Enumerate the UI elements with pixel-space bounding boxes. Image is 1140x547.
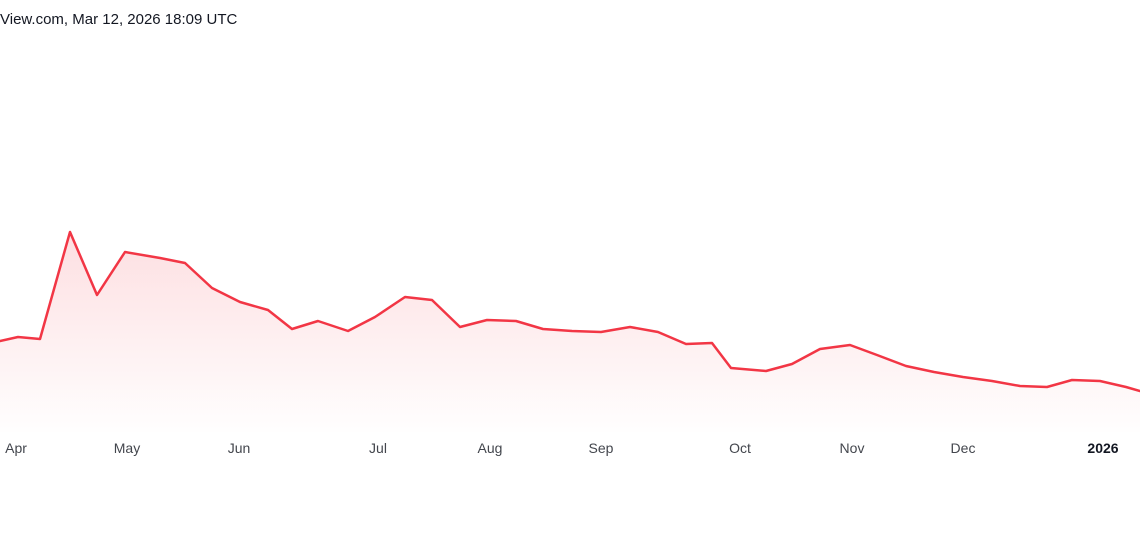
watermark-timestamp: View.com, Mar 12, 2026 18:09 UTC — [0, 11, 238, 28]
price-line — [0, 230, 1140, 393]
